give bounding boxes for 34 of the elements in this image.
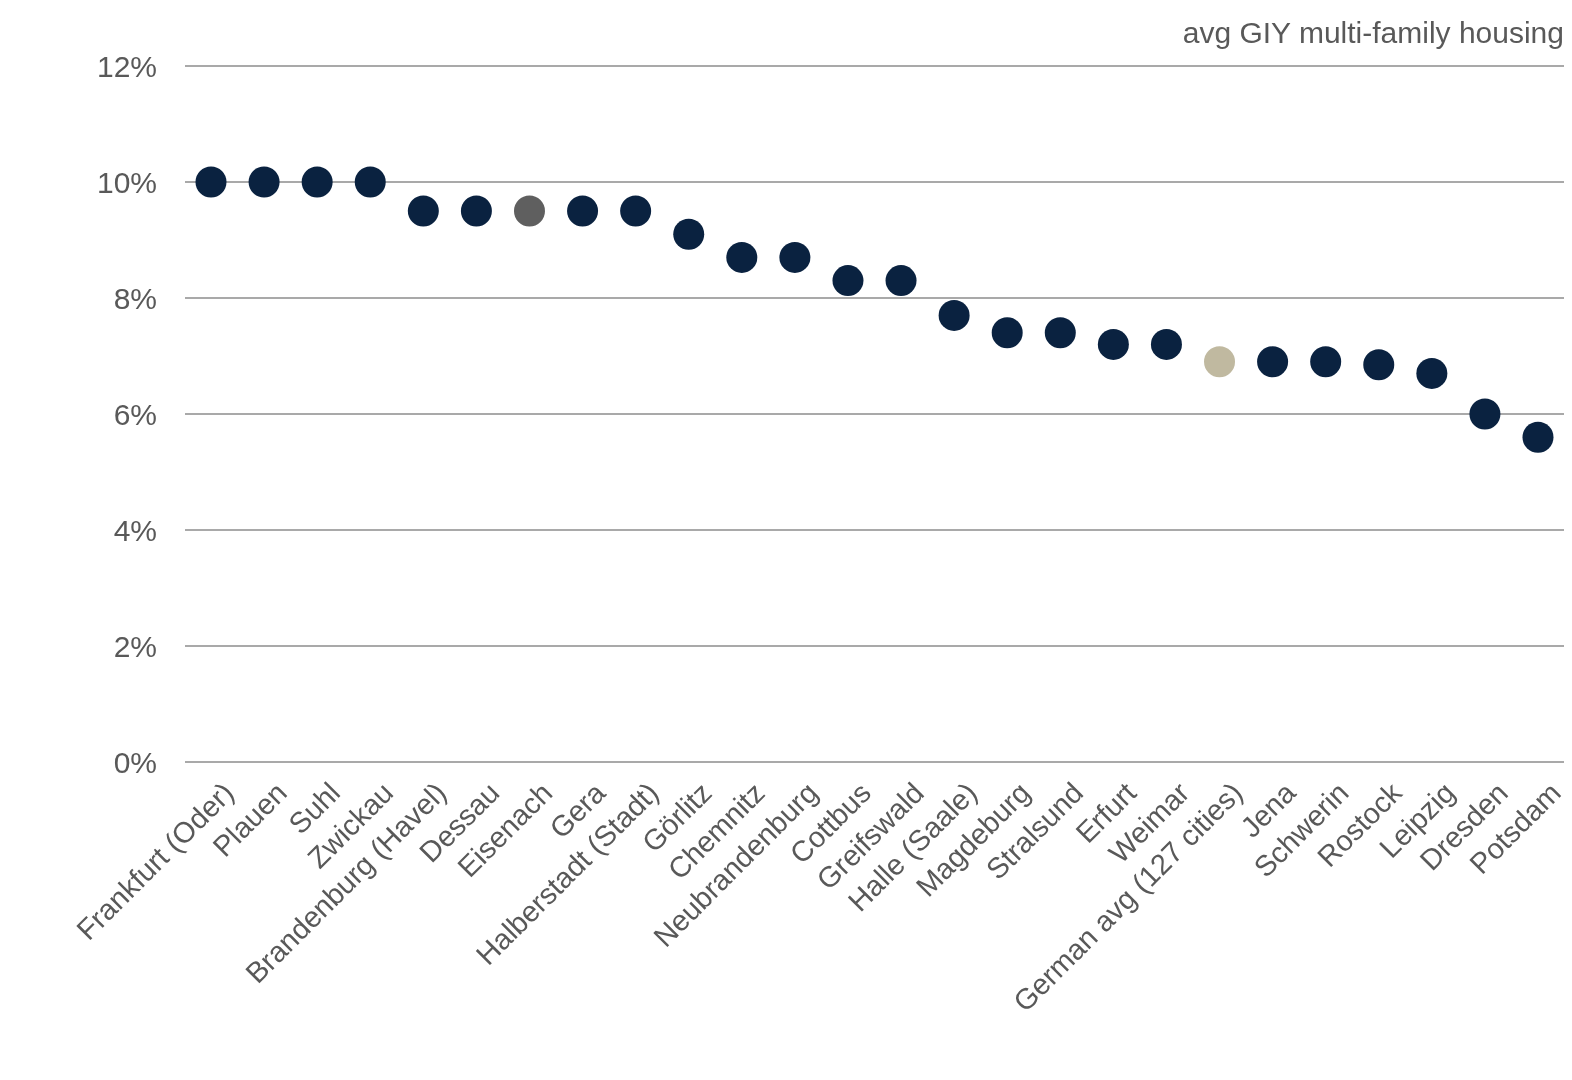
point xyxy=(779,241,811,273)
point xyxy=(1363,349,1395,381)
point xyxy=(354,166,386,198)
point xyxy=(726,241,758,273)
y-tick-label: 2% xyxy=(113,629,157,663)
y-tick-label: 10% xyxy=(96,165,157,199)
point xyxy=(1469,398,1501,430)
point xyxy=(513,195,545,227)
point xyxy=(991,317,1023,349)
point xyxy=(1097,328,1129,360)
point xyxy=(1522,421,1554,453)
point xyxy=(301,166,333,198)
y-tick-label: 6% xyxy=(113,397,157,431)
point xyxy=(1204,346,1236,378)
y-tick-label: 8% xyxy=(113,281,157,315)
point xyxy=(673,218,705,250)
y-tick-label: 0% xyxy=(113,745,157,779)
point xyxy=(885,265,917,297)
point xyxy=(1416,357,1448,389)
y-tick-label: 4% xyxy=(113,513,157,547)
point xyxy=(460,195,492,227)
point xyxy=(1044,317,1076,349)
point xyxy=(832,265,864,297)
point xyxy=(1257,346,1289,378)
y-tick-label: 12% xyxy=(96,49,157,83)
point xyxy=(1150,328,1182,360)
point xyxy=(248,166,280,198)
point xyxy=(567,195,599,227)
point xyxy=(938,299,970,331)
chart-title: avg GIY multi-family housing xyxy=(1182,16,1564,50)
point xyxy=(1310,346,1342,378)
point xyxy=(195,166,227,198)
point xyxy=(620,195,652,227)
point xyxy=(407,195,439,227)
